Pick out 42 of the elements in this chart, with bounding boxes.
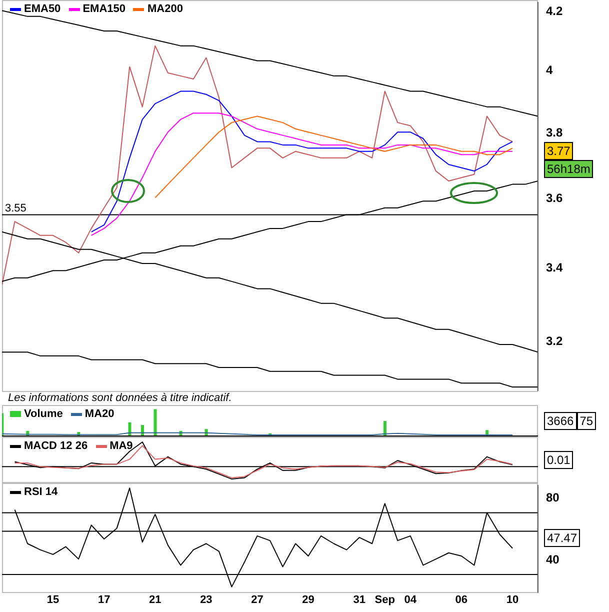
x-tick-label: 31 xyxy=(353,594,366,606)
x-tick-label: 27 xyxy=(251,594,264,606)
legend-label: RSI 14 xyxy=(24,486,58,498)
bar xyxy=(383,420,386,436)
x-tick-label: 17 xyxy=(98,594,110,606)
x-tick-label: Sep xyxy=(374,594,396,606)
y-tick-label: 3.6 xyxy=(546,190,564,205)
line-series xyxy=(90,112,513,236)
legend-label: Volume xyxy=(24,408,63,420)
legend-label: EMA50 xyxy=(24,3,61,15)
y-tick-label: 3.4 xyxy=(546,260,564,274)
legend-label: MA200 xyxy=(147,3,183,15)
text: 75 xyxy=(576,412,596,430)
text: 56h18m xyxy=(544,160,594,178)
y-tick-label: 40 xyxy=(546,552,560,566)
legend-label: EMA150 xyxy=(82,3,126,15)
y-tick-label: 3.8 xyxy=(546,125,564,140)
text: 0.01 xyxy=(544,451,574,469)
legend-label: MACD 12 26 xyxy=(24,440,88,452)
ref-line-label: 3.55 xyxy=(5,202,26,215)
line-series xyxy=(2,352,538,388)
x-tick-label: 10 xyxy=(506,594,519,606)
text: Les informations sont données à titre indicatif. xyxy=(8,392,232,404)
line-series xyxy=(2,45,513,286)
y-tick-label: 80 xyxy=(546,490,560,505)
text: 3666 xyxy=(544,412,577,430)
bar xyxy=(154,409,157,436)
x-tick-label: 21 xyxy=(149,594,162,606)
y-tick-label: 3.2 xyxy=(546,334,564,348)
line-series xyxy=(154,116,513,198)
line-series xyxy=(90,90,513,232)
text: 47.47 xyxy=(544,529,580,547)
x-tick-label: 29 xyxy=(302,594,314,606)
x-tick-label: 23 xyxy=(200,594,212,606)
legend-label: MA20 xyxy=(84,408,114,420)
y-tick-label: 4.2 xyxy=(546,4,564,18)
text: 3.77 xyxy=(544,142,574,160)
x-tick-label: 06 xyxy=(455,594,468,606)
x-tick-label: 15 xyxy=(46,594,60,606)
legend-label: MA9 xyxy=(110,440,133,452)
y-tick-label: 4 xyxy=(546,63,553,78)
x-tick-label: 04 xyxy=(404,594,418,606)
